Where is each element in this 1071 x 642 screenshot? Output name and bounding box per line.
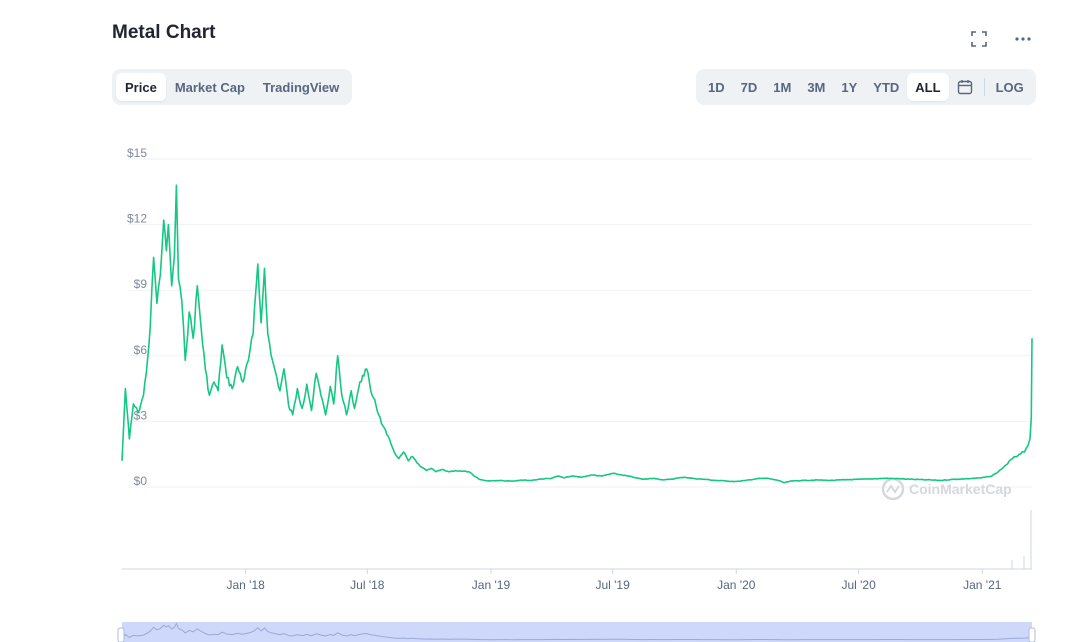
y-tick-label: $3 xyxy=(134,408,148,422)
range-7d[interactable]: 7D xyxy=(740,79,758,95)
range-navigator[interactable] xyxy=(117,622,1036,642)
range-1m[interactable]: 1M xyxy=(773,79,792,95)
range-all[interactable]: ALL xyxy=(907,73,949,101)
calendar-icon[interactable] xyxy=(949,73,981,101)
fullscreen-glyph xyxy=(971,31,987,47)
y-tick-label: $15 xyxy=(127,146,147,160)
price-series-line xyxy=(121,184,1033,484)
range-3m[interactable]: 3M xyxy=(807,79,826,95)
x-tick-label: Jul '19 xyxy=(595,578,630,592)
y-tick-label: $9 xyxy=(134,277,148,291)
y-tick-label: $12 xyxy=(127,212,147,226)
coinmarketcap-logo-icon xyxy=(881,477,905,501)
x-tick-label: Jan '21 xyxy=(963,578,1002,592)
fullscreen-icon[interactable] xyxy=(966,28,992,50)
navigator-series-line xyxy=(121,622,1033,641)
y-tick-label: $0 xyxy=(134,474,148,488)
watermark-text: CoinMarketCap xyxy=(909,481,1012,497)
x-tick-label: Jan '18 xyxy=(226,578,265,592)
chart-view-tabs: Price Market Cap TradingView xyxy=(112,69,353,105)
range-ytd[interactable]: YTD xyxy=(873,79,900,95)
calendar-glyph xyxy=(957,80,972,95)
tab-tradingview[interactable]: TradingView xyxy=(262,79,340,95)
y-tick-label: $6 xyxy=(134,343,148,357)
x-tick-label: Jul '18 xyxy=(350,578,385,592)
x-axis: Jan '18 Jul '18 Jan '19 Jul '19 Jan '20 Jul '… xyxy=(226,569,1002,642)
navigator-right-handle[interactable] xyxy=(1028,627,1036,642)
x-tick-label: Jan '20 xyxy=(717,578,756,592)
range-1y[interactable]: 1Y xyxy=(841,79,858,95)
watermark: CoinMarketCap xyxy=(881,477,1012,501)
navigator-left-handle[interactable] xyxy=(117,627,125,642)
log-scale-toggle[interactable]: LOG xyxy=(995,79,1024,95)
x-tick-label: Jan '19 xyxy=(472,578,511,592)
navigator-selection[interactable] xyxy=(122,622,1032,642)
chart-title: Metal Chart xyxy=(112,22,216,43)
volume-bars xyxy=(1011,510,1032,569)
tab-market-cap[interactable]: Market Cap xyxy=(174,79,245,95)
x-tick-label: Jul '20 xyxy=(841,578,876,592)
more-icon[interactable] xyxy=(1010,28,1036,50)
time-range-tabs: 1D 7D 1M 3M 1Y YTD ALL LOG xyxy=(696,69,1036,105)
range-divider xyxy=(983,78,985,96)
chart-actions xyxy=(966,28,1036,50)
more-glyph xyxy=(1015,37,1031,41)
tab-price[interactable]: Price xyxy=(116,73,166,101)
range-1d[interactable]: 1D xyxy=(708,79,725,95)
chart-grid xyxy=(128,158,1032,488)
y-axis: $0 $3 $6 $9 $12 $15 xyxy=(127,146,147,488)
